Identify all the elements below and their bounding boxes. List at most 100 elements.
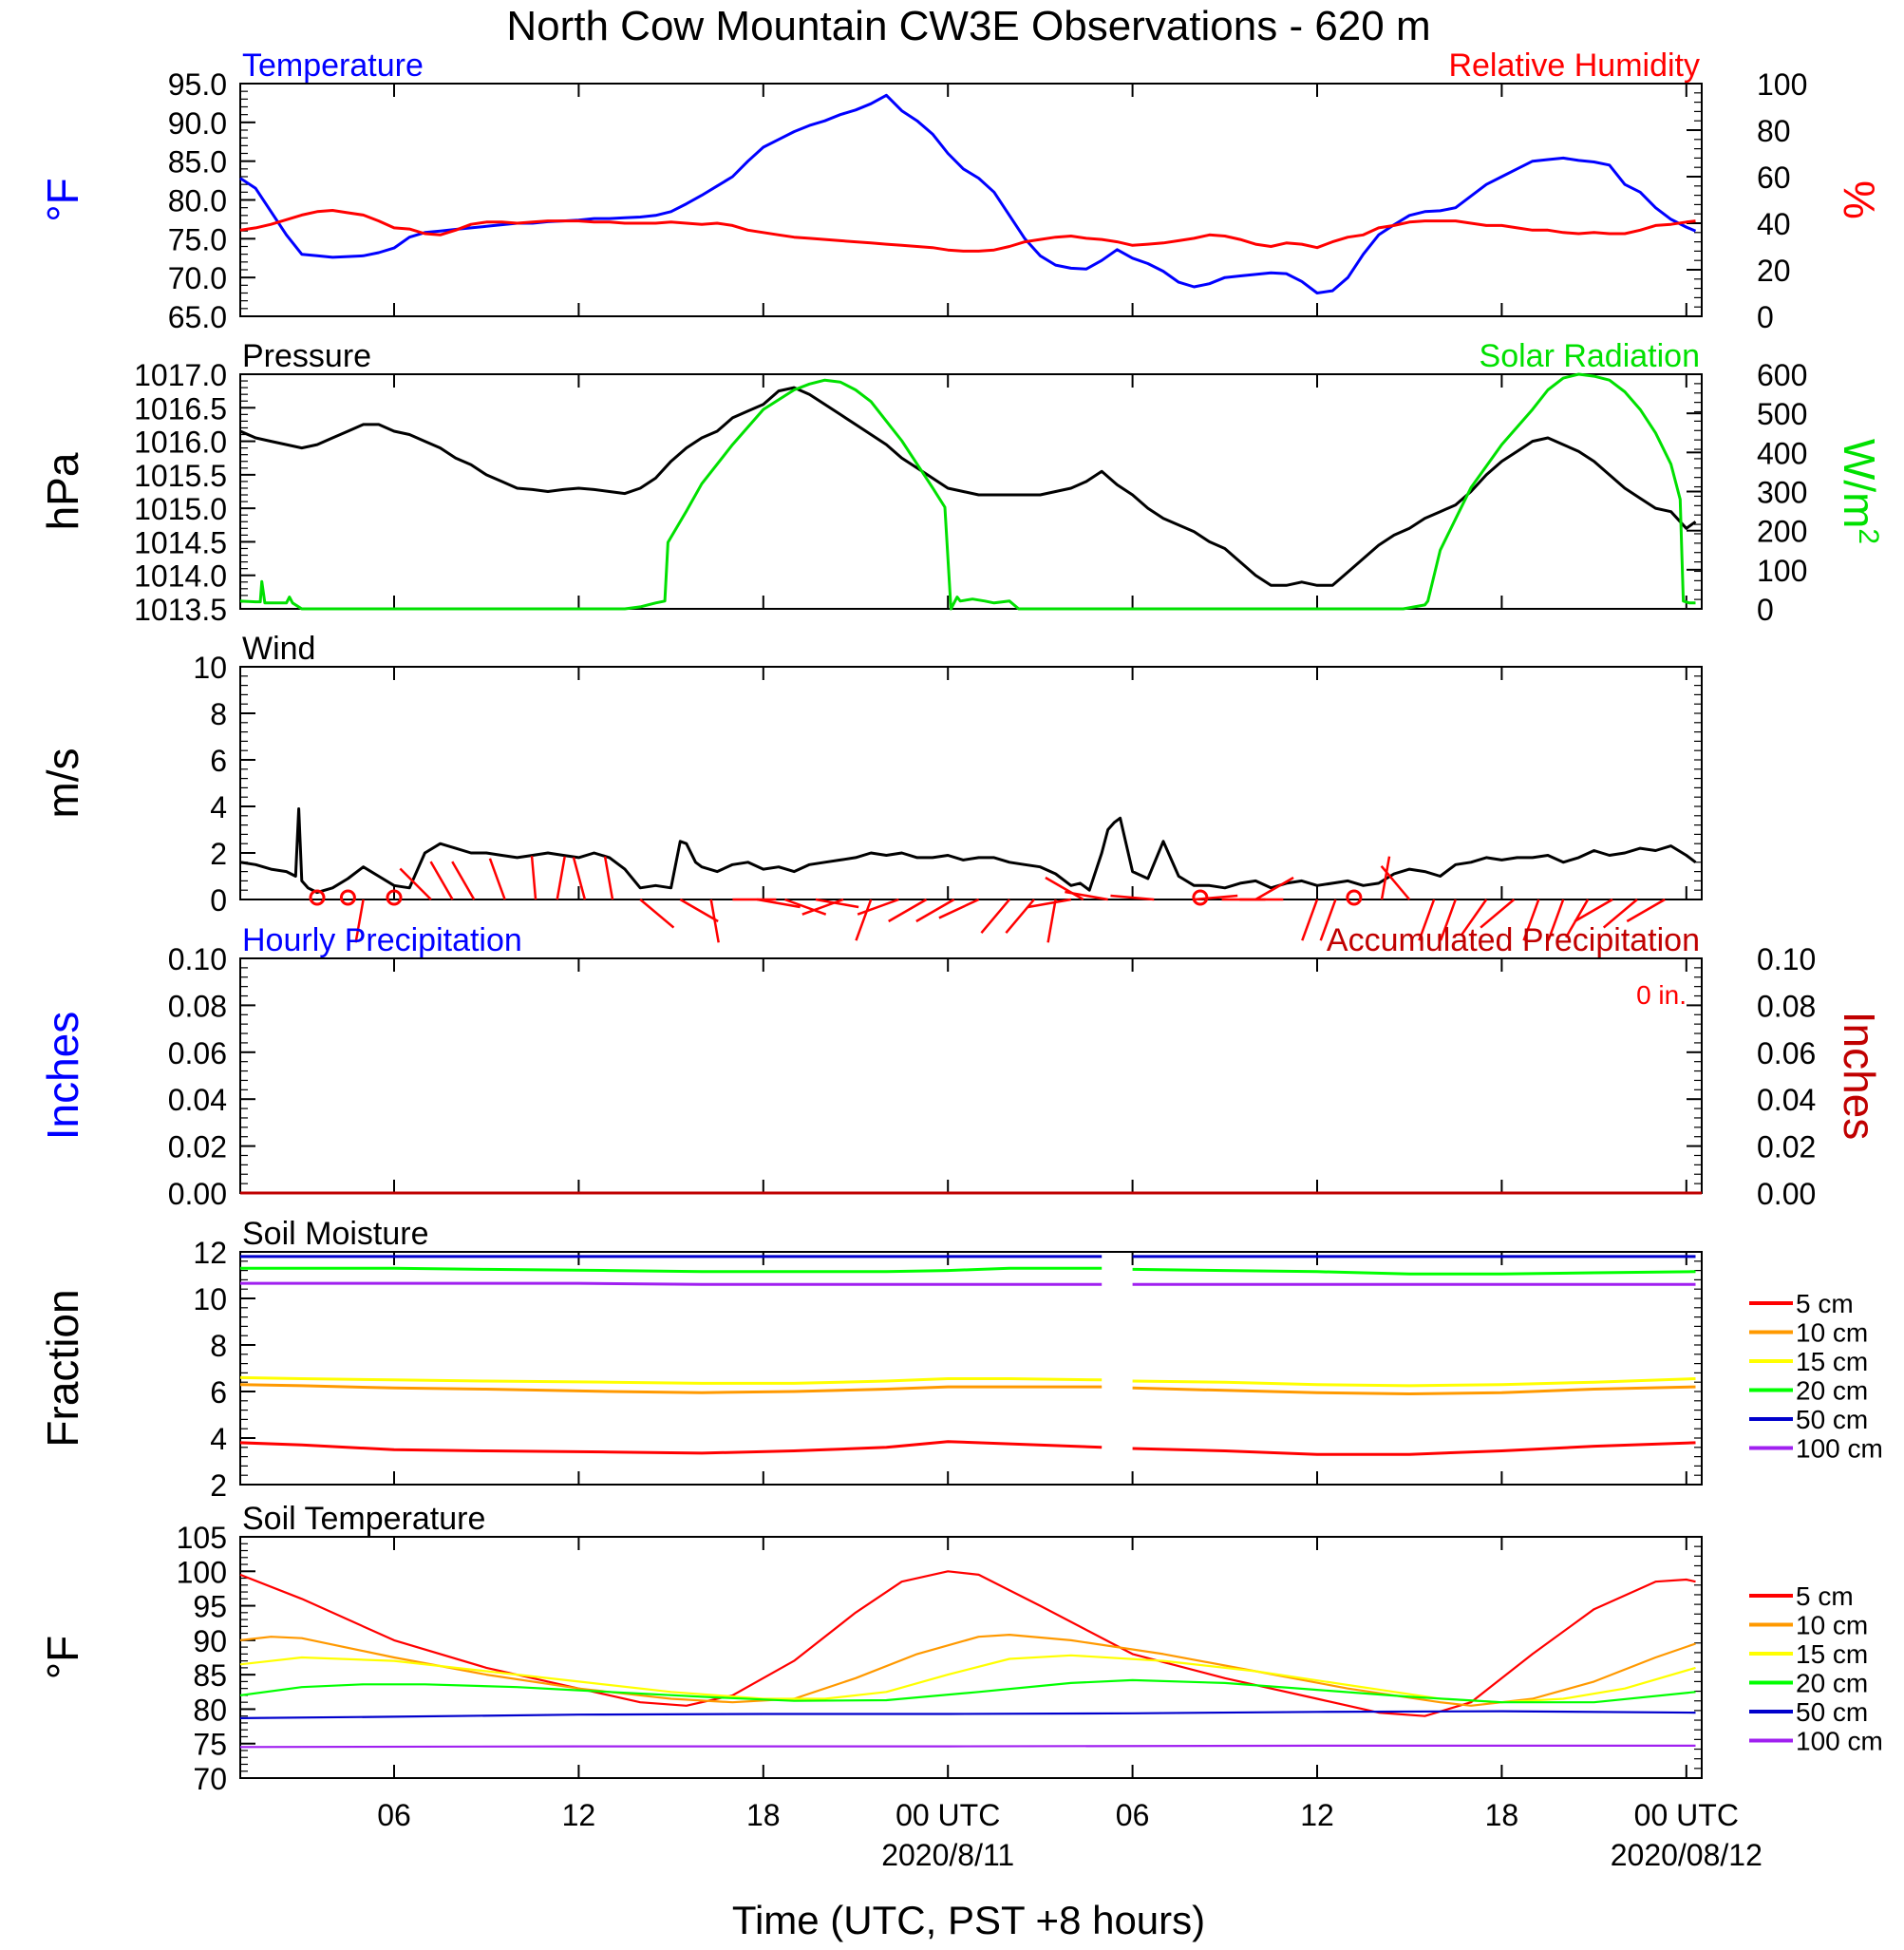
time-axis: 06 12 18 00 UTC 2020/8/11 06 12 18 00 UTC 2020/08… [377,1798,1763,1872]
wind-barb [1194,894,1238,901]
wind-barb [757,898,801,909]
legend-label: 10 cm [1796,1611,1868,1640]
wind-barb [572,857,587,900]
wind-barb [1480,899,1516,929]
y-tick-label-right: 600 [1757,358,1807,392]
series-line-wind [239,807,1697,895]
y-tick-label-left: 100 [177,1555,227,1589]
y-tick-label-left: 85 [193,1658,227,1693]
panel-title-left: Soil Moisture [242,1216,429,1252]
x-tick-label: 18 [1485,1798,1519,1832]
x-tick-label: 12 [562,1798,596,1832]
y-axis-label-left: hPa [38,452,87,530]
y-tick-label-left: 1014.5 [134,525,227,559]
x-tick-label: 00 UTC [1634,1798,1739,1832]
y-axis-label-left: Inches [38,1012,87,1141]
y-tick-label-right: 0.10 [1757,942,1816,976]
wind-barb [1319,899,1337,941]
y-tick-label-right: 20 [1757,254,1791,288]
x-tick-label: 00 UTC [895,1798,1000,1832]
wind-barb [488,858,506,900]
y-tick-label-left: 65.0 [168,300,227,334]
y-tick-label-left: 0.02 [168,1130,227,1164]
x-tick-label: 18 [746,1798,781,1832]
wind-barb [1626,898,1666,923]
wind-barb [1380,856,1391,900]
wind-barb [888,898,928,923]
wind-barb [451,861,476,900]
panel-title-left: Wind [242,631,315,667]
wind-barb [1110,894,1155,901]
time-axis-label: Time (UTC, PST +8 hours) [732,1898,1205,1942]
wind-barb [1380,864,1411,900]
series-line-5-cm [239,1440,1696,1456]
calm-wind-circle [339,889,356,906]
y-tick-label-left: 12 [193,1236,227,1270]
x-tick-date-label: 2020/8/11 [881,1838,1014,1872]
y-tick-label-left: 0.08 [168,989,227,1023]
y-tick-label-left: 90.0 [168,106,227,141]
y-tick-label-left: 1016.0 [134,426,227,460]
y-tick-label-left: 1015.0 [134,492,227,526]
wind-barb [1522,899,1540,941]
wind-barb [1460,899,1488,937]
legend-label: 5 cm [1796,1581,1854,1611]
wind-barb [1565,899,1590,938]
series-line-10-cm [239,1634,1696,1707]
legend-label: 50 cm [1796,1405,1868,1434]
y-tick-label-left: 85.0 [168,145,227,180]
y-tick-label-right: 0.00 [1757,1177,1816,1211]
y-axis-label-right: % [1835,180,1884,219]
y-tick-label-left: 6 [210,744,227,778]
y-tick-label-left: 6 [210,1375,227,1410]
wind-barb [1046,899,1057,943]
y-tick-label-right: 60 [1757,161,1791,195]
x-tick-label: 06 [377,1798,411,1832]
wind-barb [1574,898,1613,923]
panel-title-left: Pressure [242,338,371,374]
wind-barb [784,898,827,916]
wind-barb [399,867,432,900]
y-axis-label-right: Inches [1835,1012,1884,1141]
y-tick-label-right: 0.04 [1757,1083,1816,1117]
y-tick-label-left: 1015.5 [134,459,227,493]
panel-temp_rh: 65.0 70.0 75.0 80.0 85.0 90.0 95.0 0 20 40 60 80 100… [38,47,1884,334]
y-tick-label-left: 0.06 [168,1036,227,1070]
y-tick-label-left: 90 [193,1624,227,1658]
y-tick-label-right: 100 [1757,67,1807,102]
panel-title-left: Temperature [242,47,424,84]
wind-barb [938,898,980,919]
y-axis-label-left: °F [38,1636,87,1680]
wind-barb [1027,898,1072,909]
y-tick-label-right: 0 [1757,300,1774,334]
x-tick-date-label: 2020/08/12 [1611,1838,1763,1872]
y-tick-label-right: 100 [1757,554,1807,588]
wind-barb [1254,876,1294,901]
y-tick-label-right: 200 [1757,515,1807,549]
y-tick-label-left: 70 [193,1762,227,1796]
x-tick-label: 06 [1116,1798,1150,1832]
plot-frame [239,666,1703,900]
legend-label: 20 cm [1796,1669,1868,1698]
series-line-15-cm [239,1375,1696,1388]
y-tick-label-left: 1014.0 [134,559,227,594]
wind-barb [801,898,844,916]
y-tick-label-left: 0 [210,883,227,918]
y-tick-label-right: 80 [1757,114,1791,148]
series-line-100-cm [240,1281,1696,1286]
wind-barb [1301,899,1319,941]
y-tick-label-left: 10 [193,1282,227,1316]
y-tick-label-left: 4 [210,1422,227,1456]
y-tick-label-left: 95 [193,1590,227,1624]
y-tick-label-right: 400 [1757,436,1807,470]
y-tick-label-right: 0.02 [1757,1130,1816,1164]
series-line-relative-humidity [239,209,1696,253]
panel-wind: 0 2 4 6 8 10 Wind m/s [38,631,1703,943]
y-tick-label-left: 1016.5 [134,391,227,426]
y-axis-label-right: W/m2 [1835,439,1884,544]
